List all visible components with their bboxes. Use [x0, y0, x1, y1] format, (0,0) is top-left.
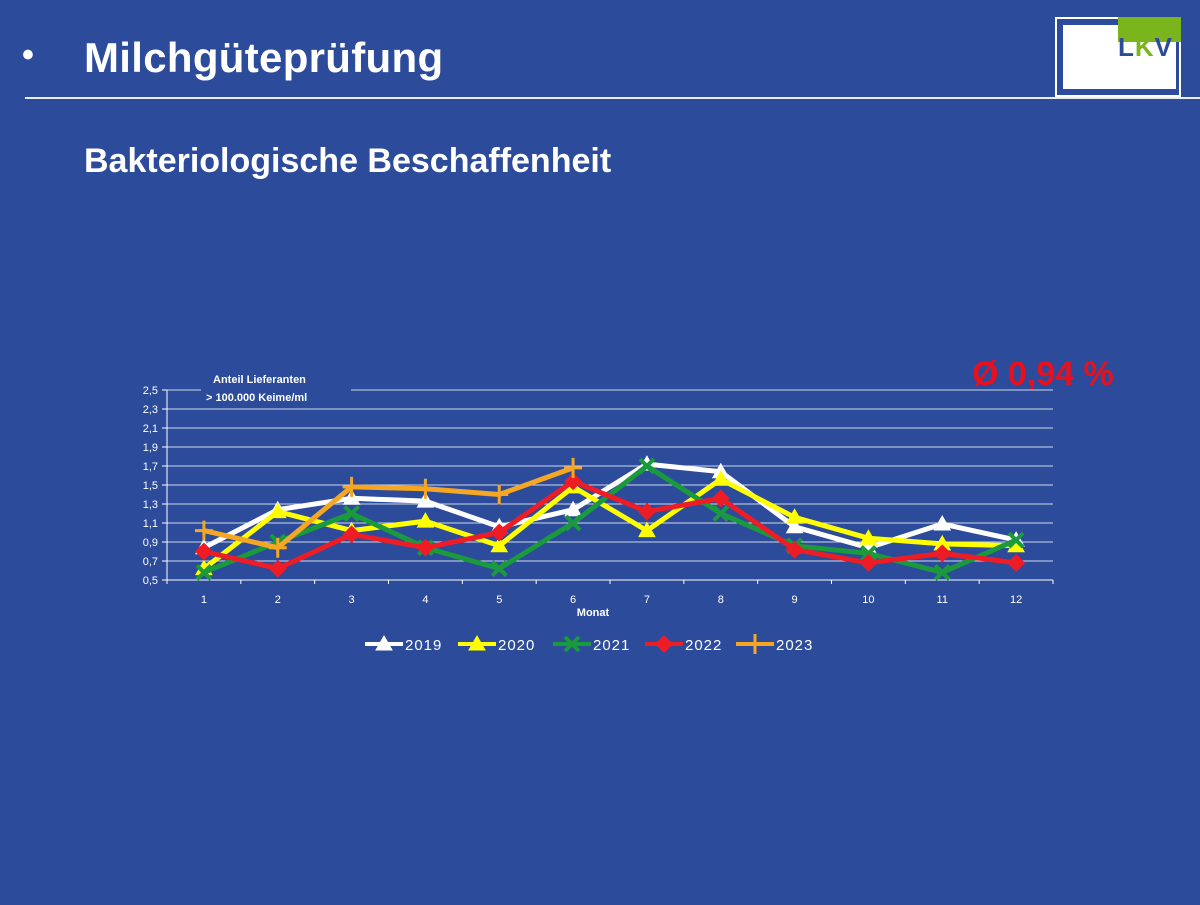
data-point-2022 [711, 489, 730, 508]
x-tick-label: 9 [792, 594, 798, 606]
average-value: Ø 0,94 % [972, 355, 1114, 393]
legend-marker-2020 [468, 634, 486, 651]
legend-marker-2019 [375, 634, 393, 651]
page-title: Milchgüteprüfung [84, 34, 444, 81]
chart-annotation-line1: Anteil Lieferanten [213, 374, 306, 386]
data-point-2020 [785, 508, 804, 524]
x-tick-label: 8 [718, 594, 724, 606]
data-point-2022 [194, 542, 213, 561]
y-tick-label: 1,5 [143, 480, 158, 492]
series-line-2022 [203, 478, 1017, 572]
data-point-2021 [564, 514, 582, 532]
line-chart: 2,52,32,11,91,71,51,31,10,90,70,51 2 3 4 5 6 7… [143, 372, 1054, 654]
data-point-2023 [564, 457, 583, 478]
x-tick-label: 12 [1010, 594, 1022, 606]
data-point-2021 [860, 544, 877, 562]
data-point-2021 [1007, 531, 1025, 549]
legend-label-2022: 2022 [685, 637, 722, 654]
data-point-2019 [933, 514, 952, 531]
data-point-2020 [416, 512, 435, 528]
y-tick-label: 1,7 [143, 461, 158, 473]
y-tick-label: 1,9 [143, 442, 158, 454]
series-line-2020 [202, 476, 1017, 571]
y-tick-label: 0,7 [143, 556, 158, 568]
data-point-2019 [342, 489, 361, 505]
y-tick-label: 0,9 [143, 537, 158, 549]
title-divider [25, 97, 1200, 99]
data-point-2023 [490, 484, 509, 505]
y-tick-label: 1,3 [143, 499, 158, 511]
data-point-2022 [859, 553, 878, 572]
x-tick-label: 10 [862, 594, 874, 606]
data-point-2022 [268, 559, 287, 578]
x-tick-label: 11 [937, 594, 948, 606]
x-tick-label: 1 [201, 594, 207, 606]
data-point-2019 [785, 517, 804, 534]
legend-label-2023: 2023 [776, 637, 813, 654]
legend-label-2019: 2019 [405, 637, 442, 654]
x-tick-label: 5 [496, 594, 502, 606]
data-point-2021 [638, 457, 656, 475]
data-point-2022 [564, 472, 583, 491]
chart-annotation-line2: > 100.000 Keime/ml [206, 392, 307, 404]
data-point-2022 [1007, 553, 1026, 572]
page-subtitle: Bakteriologische Beschaffenheit [84, 142, 612, 180]
legend-marker-2021 [563, 635, 581, 653]
data-point-2023 [268, 537, 287, 558]
x-tick-label: 4 [422, 594, 428, 606]
data-point-2019 [564, 500, 582, 517]
legend-label-2020: 2020 [498, 637, 535, 654]
data-point-2021 [195, 563, 213, 581]
data-point-2019 [416, 492, 435, 508]
data-point-2022 [342, 525, 361, 544]
data-point-2020 [490, 536, 509, 553]
x-tick-label: 7 [644, 594, 650, 606]
x-axis-label: Monat [577, 607, 610, 619]
x-tick-label: 3 [349, 594, 355, 606]
y-tick-label: 2,1 [143, 423, 158, 435]
data-point-2020 [268, 502, 287, 519]
data-point-2020 [638, 521, 656, 538]
data-point-2022 [785, 540, 804, 559]
data-point-2021 [490, 560, 508, 578]
data-point-2023 [416, 478, 435, 499]
data-point-2022 [933, 544, 952, 563]
data-point-2020 [711, 470, 730, 486]
data-point-2023 [342, 476, 361, 497]
data-point-2023 [194, 520, 213, 541]
data-point-2022 [490, 523, 509, 542]
data-point-2021 [343, 505, 360, 522]
x-tick-label: 6 [570, 594, 576, 606]
legend-marker-2023 [746, 634, 764, 654]
x-tick-label: 2 [275, 594, 281, 606]
annotation-backdrop [201, 372, 351, 408]
y-tick-label: 0,5 [143, 575, 158, 587]
logo-accent [1118, 17, 1181, 42]
legend-marker-2022 [655, 635, 673, 653]
data-point-2022 [637, 502, 656, 521]
y-tick-label: 2,5 [143, 385, 158, 397]
data-point-2021 [933, 563, 951, 581]
data-point-2021 [712, 505, 730, 522]
y-tick-label: 1,1 [143, 518, 158, 530]
data-point-2020 [859, 529, 878, 545]
lkv-logo: LKV [1118, 32, 1173, 63]
series-line-2023 [203, 465, 574, 551]
logo-text: LKV [1118, 32, 1174, 62]
series-line-2021 [202, 463, 1018, 575]
data-point-2022 [416, 538, 435, 557]
y-tick-label: 2,3 [143, 404, 158, 416]
bullet-point: • [22, 36, 34, 74]
legend-label-2021: 2021 [593, 637, 630, 654]
